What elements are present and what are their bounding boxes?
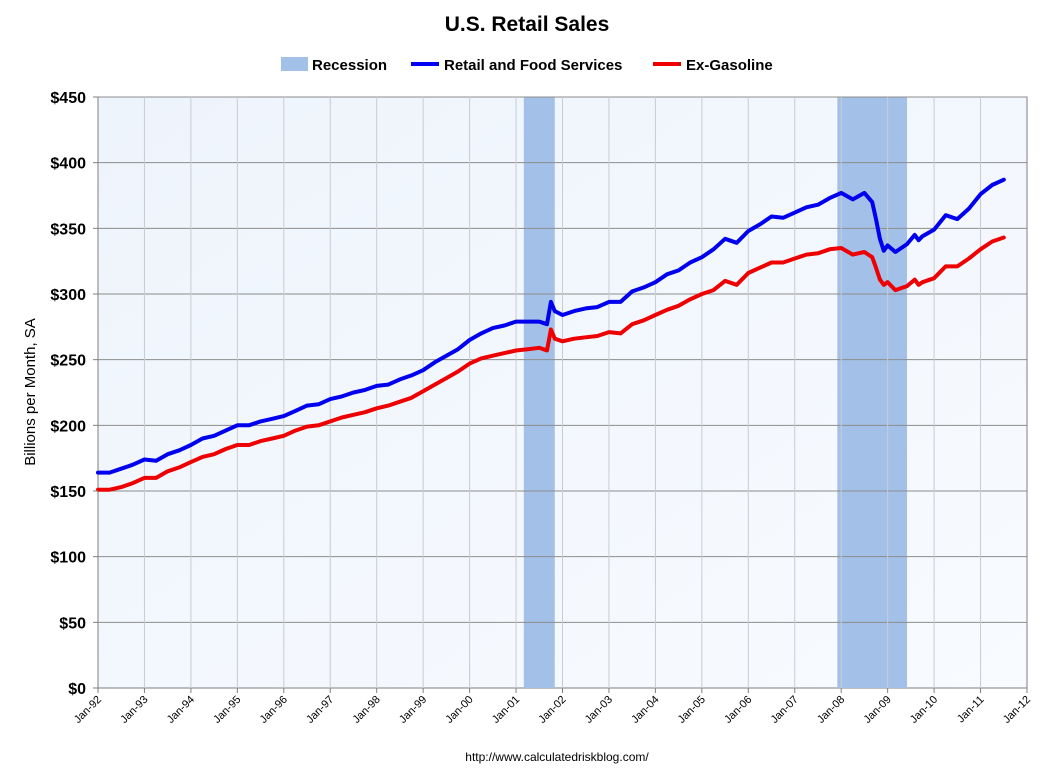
x-tick-label: Jan-02 bbox=[536, 694, 568, 726]
series-line-retail bbox=[96, 177, 1006, 475]
y-tick-label: $50 bbox=[59, 615, 86, 632]
series-line-ex-gasoline bbox=[96, 235, 1006, 492]
y-tick-label: $0 bbox=[68, 681, 86, 698]
recession-bands bbox=[523, 97, 908, 688]
y-tick-label: $300 bbox=[50, 287, 86, 304]
y-tick-label: $350 bbox=[50, 221, 86, 238]
x-tick-label: Jan-10 bbox=[908, 694, 940, 726]
x-tick-label: Jan-12 bbox=[1001, 694, 1033, 726]
x-tick-label: Jan-96 bbox=[258, 694, 290, 726]
x-tick-label: Jan-07 bbox=[769, 694, 801, 726]
x-axis-ticks: Jan-92 Jan-93 Jan-94 Jan-95 Jan-96 Jan-97 Jan-… bbox=[72, 688, 1033, 726]
x-tick-label: Jan-93 bbox=[118, 694, 150, 726]
x-tick-label: Jan-99 bbox=[397, 694, 429, 726]
x-tick-label: Jan-03 bbox=[583, 694, 615, 726]
x-tick-label: Jan-04 bbox=[629, 694, 661, 726]
y-tick-label: $450 bbox=[50, 90, 86, 107]
x-tick-label: Jan-05 bbox=[676, 694, 708, 726]
x-tick-label: Jan-08 bbox=[815, 694, 847, 726]
x-tick-label: Jan-00 bbox=[443, 694, 475, 726]
source-url: http://www.calculatedriskblog.com/ bbox=[465, 750, 649, 764]
x-tick-label: Jan-94 bbox=[165, 694, 197, 726]
chart-title: U.S. Retail Sales bbox=[445, 13, 610, 36]
y-tick-label: $400 bbox=[50, 156, 86, 173]
y-tick-label: $100 bbox=[50, 550, 86, 567]
legend-swatch-recession bbox=[281, 57, 308, 71]
recession-band-2 bbox=[837, 97, 908, 688]
x-tick-label: Jan-01 bbox=[490, 694, 522, 726]
x-tick-label: Jan-11 bbox=[955, 694, 987, 726]
y-tick-label: $150 bbox=[50, 484, 86, 501]
legend-label-retail: Retail and Food Services bbox=[444, 57, 622, 74]
legend: Recession Retail and Food Services Ex-Ga… bbox=[281, 57, 773, 74]
x-tick-label: Jan-09 bbox=[861, 694, 893, 726]
gridlines bbox=[98, 96, 1027, 688]
x-tick-label: Jan-06 bbox=[722, 694, 754, 726]
recession-band-1 bbox=[523, 97, 555, 688]
x-tick-label: Jan-98 bbox=[351, 694, 383, 726]
x-tick-label: Jan-92 bbox=[72, 694, 104, 726]
legend-label-ex-gasoline: Ex-Gasoline bbox=[686, 57, 773, 74]
legend-label-recession: Recession bbox=[312, 57, 387, 74]
y-tick-label: $250 bbox=[50, 353, 86, 370]
y-tick-label: $200 bbox=[50, 418, 86, 435]
x-tick-label: Jan-97 bbox=[304, 694, 336, 726]
series-lines bbox=[96, 177, 1006, 492]
x-tick-label: Jan-95 bbox=[211, 694, 243, 726]
y-axis-ticks: $0 $50 $100 $150 $200 $250 $300 $350 $400 $450 bbox=[50, 90, 98, 698]
y-axis-label: Billions per Month, SA bbox=[22, 318, 39, 466]
